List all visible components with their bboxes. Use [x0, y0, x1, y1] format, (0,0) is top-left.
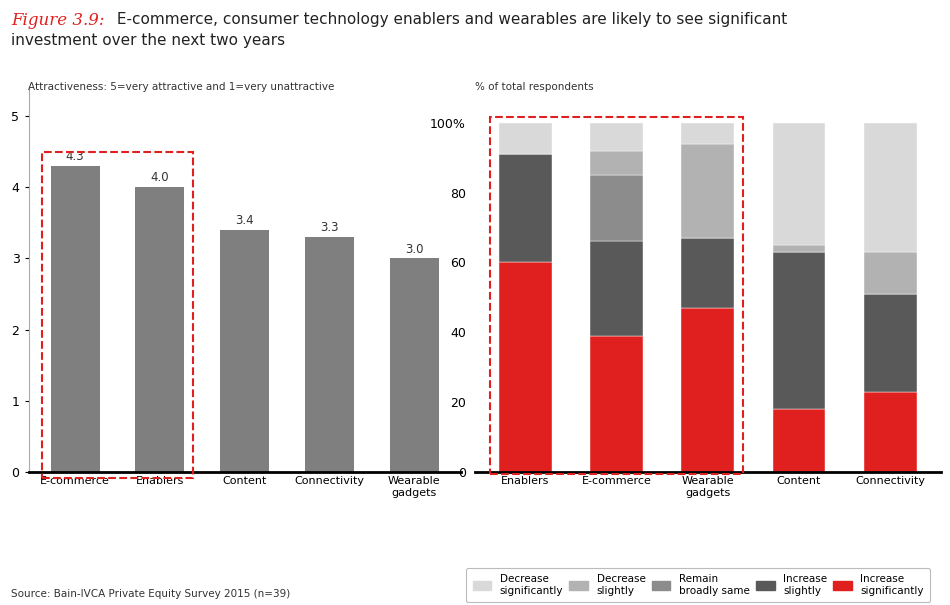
Bar: [681, 308, 734, 472]
Bar: [499, 123, 552, 154]
Bar: [590, 151, 643, 175]
Bar: [135, 188, 184, 472]
Text: % of total respondents: % of total respondents: [475, 82, 594, 92]
Bar: [772, 252, 826, 409]
Text: How is the attractiveness expected to
change over the next two years?: How is the attractiveness expected to ch…: [581, 39, 834, 67]
Bar: [681, 123, 734, 143]
Bar: [590, 336, 643, 472]
Bar: [590, 123, 643, 151]
Bar: [305, 237, 354, 472]
Bar: [390, 258, 439, 472]
Text: 3.0: 3.0: [405, 243, 424, 256]
Text: Attractiveness: 5=very attractive and 1=very unattractive: Attractiveness: 5=very attractive and 1=…: [28, 82, 334, 92]
Text: E-commerce, consumer technology enablers and wearables are likely to see signifi: E-commerce, consumer technology enablers…: [112, 12, 788, 27]
Bar: [772, 123, 826, 245]
Bar: [864, 252, 917, 294]
Text: 3.3: 3.3: [320, 221, 338, 234]
Bar: [590, 241, 643, 336]
Bar: [681, 238, 734, 308]
Bar: [489, 117, 743, 474]
Bar: [864, 391, 917, 472]
Legend: Decrease
significantly, Decrease
slightly, Remain
broadly same, Increase
slightl: Decrease significantly, Decrease slightl…: [466, 568, 930, 602]
Bar: [220, 230, 269, 472]
Bar: [590, 175, 643, 241]
Bar: [772, 409, 826, 472]
Text: 4.3: 4.3: [66, 150, 85, 163]
Bar: [864, 123, 917, 252]
Bar: [50, 166, 100, 472]
Bar: [772, 245, 826, 252]
Text: 4.0: 4.0: [150, 171, 169, 185]
Bar: [864, 294, 917, 391]
Text: Source: Bain-IVCA Private Equity Survey 2015 (n=39): Source: Bain-IVCA Private Equity Survey …: [11, 589, 291, 599]
Bar: [499, 154, 552, 263]
Text: Which consumer technology verticals are currently
attractive for PE and VC inves: Which consumer technology verticals are …: [75, 39, 414, 67]
Bar: [681, 143, 734, 238]
Bar: [42, 152, 193, 477]
Text: Figure 3.9:: Figure 3.9:: [11, 12, 105, 29]
Text: 3.4: 3.4: [236, 214, 254, 227]
Bar: [499, 263, 552, 472]
Text: investment over the next two years: investment over the next two years: [11, 33, 286, 48]
